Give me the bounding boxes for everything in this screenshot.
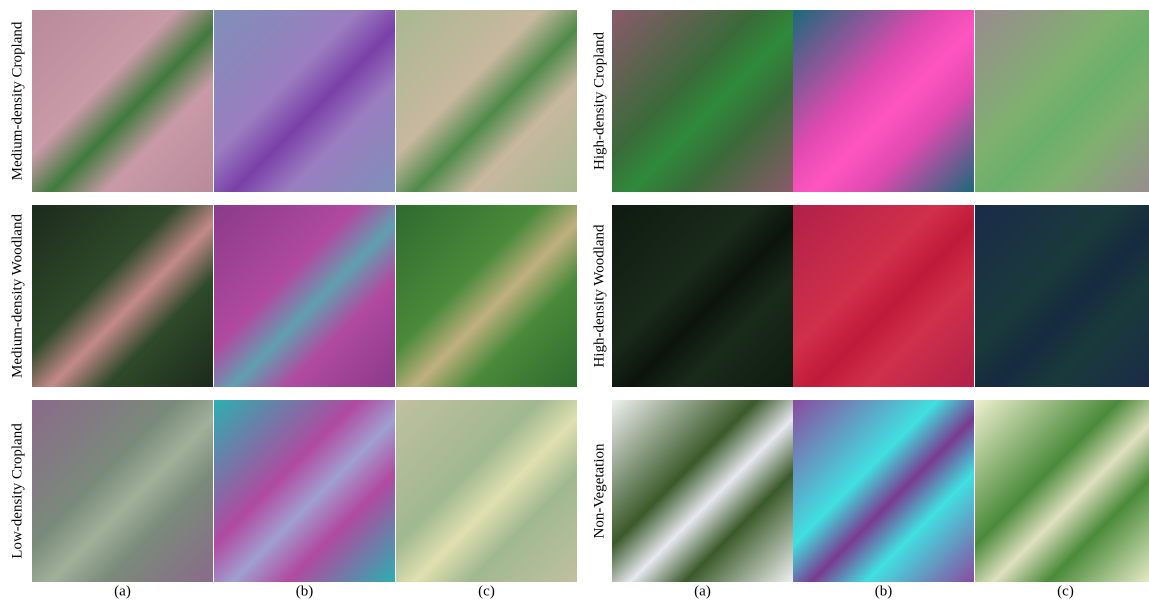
image-tile — [975, 205, 1149, 387]
image-tile — [32, 400, 213, 582]
image-tile — [396, 205, 577, 387]
image-tile — [793, 400, 974, 582]
image-tile — [214, 10, 395, 192]
column-label: (c) — [1057, 583, 1074, 599]
image-tile — [793, 205, 974, 387]
column-label: (b) — [875, 583, 893, 599]
image-tile — [396, 10, 577, 192]
row-label: Medium-density Cropland — [9, 21, 25, 180]
row-label: Low-density Cropland — [9, 423, 25, 559]
image-tile — [214, 400, 395, 582]
column-label: (a) — [694, 583, 711, 599]
image-tile — [32, 10, 213, 192]
image-tile — [612, 205, 793, 387]
row-label: Medium-density Woodland — [9, 214, 25, 378]
image-tile — [793, 10, 974, 192]
image-tile — [975, 400, 1149, 582]
column-label: (b) — [296, 583, 314, 599]
image-tile — [975, 10, 1149, 192]
image-tile — [612, 400, 793, 582]
image-tile — [396, 400, 577, 582]
column-label: (a) — [114, 583, 131, 599]
row-label: High-density Woodland — [591, 224, 607, 368]
image-tile — [214, 205, 395, 387]
image-tile — [32, 205, 213, 387]
row-label: Non-Vegetation — [591, 443, 607, 538]
column-label: (c) — [478, 583, 495, 599]
row-label: High-density Cropland — [591, 32, 607, 170]
image-tile — [612, 10, 793, 192]
figure: Medium-density Cropland Medium-density Wo… — [0, 0, 1149, 603]
